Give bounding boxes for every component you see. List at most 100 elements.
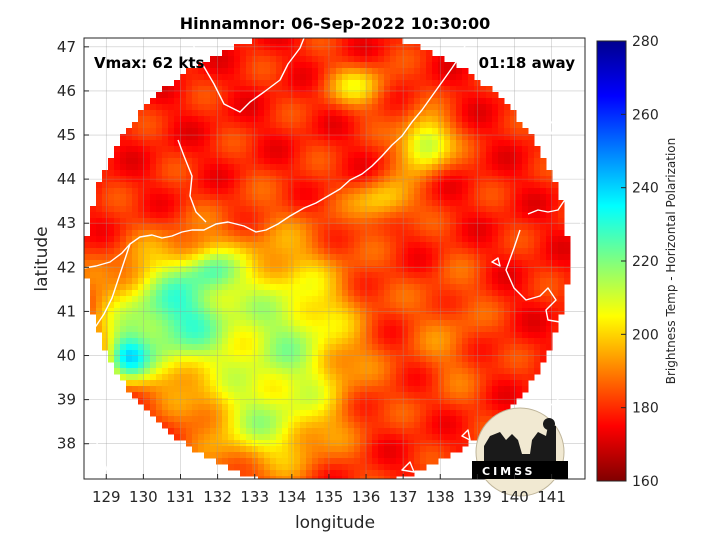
field-cell [324,50,331,57]
field-cell [216,314,223,321]
field-cell [222,410,229,417]
field-cell [504,278,511,285]
field-cell [456,416,463,423]
field-cell [180,314,187,321]
field-cell [456,284,463,291]
field-cell [306,200,313,207]
field-cell [216,80,223,87]
field-cell [354,248,361,255]
field-cell [438,122,445,129]
field-cell [90,230,97,237]
field-cell [222,170,229,177]
field-cell [450,146,457,153]
field-cell [102,212,109,219]
field-cell [336,128,343,135]
field-cell [240,344,247,351]
field-cell [462,92,469,99]
field-cell [366,386,373,393]
field-cell [534,302,541,309]
field-cell [354,266,361,273]
field-cell [186,188,193,195]
field-cell [432,116,439,123]
field-cell [312,158,319,165]
field-cell [420,62,427,69]
field-cell [288,44,295,51]
field-cell [468,428,475,435]
field-cell [372,86,379,93]
field-cell [282,326,289,333]
field-cell [480,356,487,363]
field-cell [246,314,253,321]
field-cell [450,350,457,357]
field-cell [96,212,103,219]
field-cell [324,194,331,201]
field-cell [420,404,427,411]
field-cell [468,86,475,93]
field-cell [288,356,295,363]
field-cell [438,74,445,81]
field-cell [306,422,313,429]
field-cell [456,128,463,135]
field-cell [150,260,157,267]
field-cell [174,236,181,243]
field-cell [294,266,301,273]
field-cell [258,182,265,189]
field-cell [186,386,193,393]
field-cell [402,446,409,453]
field-cell [288,338,295,345]
field-cell [162,218,169,225]
field-cell [498,314,505,321]
field-cell [312,224,319,231]
field-cell [378,242,385,249]
field-cell [294,200,301,207]
field-cell [426,122,433,129]
field-cell [510,188,517,195]
field-cell [372,290,379,297]
field-cell [336,242,343,249]
field-cell [330,368,337,375]
field-cell [420,188,427,195]
field-cell [552,182,559,189]
field-cell [504,302,511,309]
field-cell [252,332,259,339]
field-cell [378,392,385,399]
field-cell [426,152,433,159]
field-cell [330,374,337,381]
field-cell [342,146,349,153]
field-cell [312,278,319,285]
field-cell [234,338,241,345]
field-cell [264,320,271,327]
field-cell [402,434,409,441]
field-cell [150,266,157,273]
field-cell [144,404,151,411]
field-cell [444,218,451,225]
field-cell [336,68,343,75]
field-cell [372,266,379,273]
field-cell [480,410,487,417]
field-cell [468,212,475,219]
field-cell [432,458,439,465]
field-cell [390,152,397,159]
field-cell [228,68,235,75]
field-cell [468,398,475,405]
field-cell [162,302,169,309]
field-cell [438,392,445,399]
field-cell [138,332,145,339]
field-cell [324,350,331,357]
field-cell [102,188,109,195]
field-cell [276,428,283,435]
field-cell [144,122,151,129]
field-cell [234,446,241,453]
field-cell [234,386,241,393]
field-cell [420,398,427,405]
field-cell [246,134,253,141]
field-cell [480,368,487,375]
field-cell [486,290,493,297]
field-cell [294,68,301,75]
field-cell [360,212,367,219]
field-cell [168,188,175,195]
field-cell [384,344,391,351]
field-cell [294,470,301,477]
field-cell [270,434,277,441]
field-cell [228,128,235,135]
